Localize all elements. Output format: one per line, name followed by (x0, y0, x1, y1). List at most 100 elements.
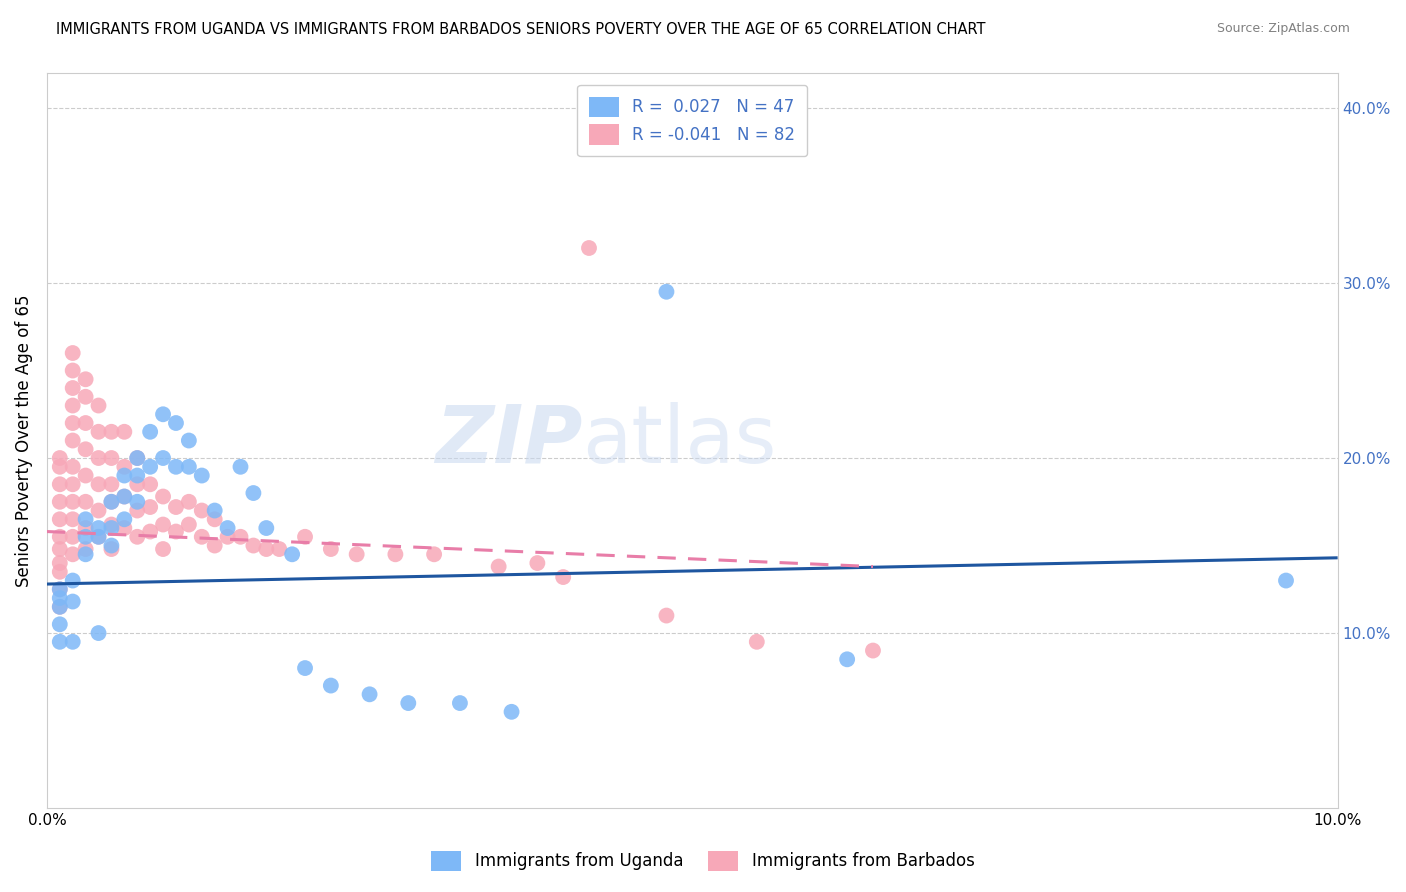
Point (49, 635, 72, 649)
Point (87, 521, 110, 535)
Point (152, 407, 174, 421)
Point (139, 459, 162, 474)
Point (553, 570, 575, 584)
Point (62, 635, 84, 649)
Point (100, 521, 122, 535)
Point (49, 582, 72, 597)
Point (165, 416, 187, 430)
Point (49, 617, 72, 632)
Point (488, 559, 510, 574)
Point (62, 547, 84, 561)
Point (191, 503, 214, 517)
Point (49, 512, 72, 526)
Point (62, 574, 84, 588)
Point (49, 450, 72, 465)
Text: IMMIGRANTS FROM UGANDA VS IMMIGRANTS FROM BARBADOS SENIORS POVERTY OVER THE AGE : IMMIGRANTS FROM UGANDA VS IMMIGRANTS FRO… (56, 22, 986, 37)
Point (62, 416, 84, 430)
Point (49, 591, 72, 605)
Point (177, 517, 200, 532)
Point (139, 500, 162, 514)
Point (87, 530, 110, 544)
Legend: Immigrants from Uganda, Immigrants from Barbados: Immigrants from Uganda, Immigrants from … (423, 842, 983, 880)
Point (204, 512, 226, 526)
Point (242, 539, 264, 553)
Point (152, 490, 174, 504)
Point (152, 450, 174, 465)
Point (49, 459, 72, 474)
Point (112, 425, 135, 439)
Point (49, 556, 72, 570)
Point (127, 468, 149, 483)
Point (127, 450, 149, 465)
Point (49, 542, 72, 557)
Point (578, 241, 600, 255)
Point (62, 346, 84, 360)
Point (75, 542, 97, 557)
Point (269, 542, 291, 557)
Point (49, 565, 72, 579)
Point (294, 661, 316, 675)
Point (655, 285, 678, 299)
Point (100, 539, 122, 553)
Point (346, 547, 368, 561)
Point (177, 434, 200, 448)
Point (501, 705, 523, 719)
Point (62, 594, 84, 608)
Point (229, 530, 252, 544)
Point (204, 539, 226, 553)
Point (396, 696, 419, 710)
Point (655, 608, 678, 623)
Point (49, 582, 72, 597)
Point (204, 503, 226, 517)
Point (139, 524, 162, 539)
Point (75, 442, 97, 457)
Point (152, 517, 174, 532)
Point (100, 425, 122, 439)
Point (127, 495, 149, 509)
Point (165, 500, 187, 514)
Point (191, 468, 214, 483)
Point (100, 495, 122, 509)
Point (217, 521, 239, 535)
Point (75, 547, 97, 561)
Text: atlas: atlas (582, 401, 778, 480)
Point (112, 521, 135, 535)
Point (62, 434, 84, 448)
Point (294, 530, 316, 544)
Point (127, 503, 149, 517)
Point (242, 486, 264, 500)
Point (62, 381, 84, 395)
Point (75, 390, 97, 404)
Point (191, 530, 214, 544)
Point (87, 503, 110, 517)
Point (165, 459, 187, 474)
Point (87, 530, 110, 544)
Point (281, 547, 304, 561)
Point (75, 521, 97, 535)
Point (254, 521, 277, 535)
Point (112, 490, 135, 504)
Point (254, 542, 277, 557)
Point (75, 468, 97, 483)
Point (217, 530, 239, 544)
Y-axis label: Seniors Poverty Over the Age of 65: Seniors Poverty Over the Age of 65 (15, 294, 32, 587)
Point (177, 495, 200, 509)
Point (319, 542, 342, 557)
Legend: R =  0.027   N = 47, R = -0.041   N = 82: R = 0.027 N = 47, R = -0.041 N = 82 (578, 85, 807, 156)
Point (100, 542, 122, 557)
Point (423, 547, 446, 561)
Point (112, 459, 135, 474)
Point (127, 477, 149, 491)
Point (49, 530, 72, 544)
Point (112, 468, 135, 483)
Point (87, 399, 110, 413)
Point (100, 517, 122, 532)
Point (75, 495, 97, 509)
Point (49, 477, 72, 491)
Point (177, 459, 200, 474)
Point (112, 512, 135, 526)
Point (49, 495, 72, 509)
Point (127, 450, 149, 465)
Point (100, 477, 122, 491)
Point (837, 652, 859, 666)
